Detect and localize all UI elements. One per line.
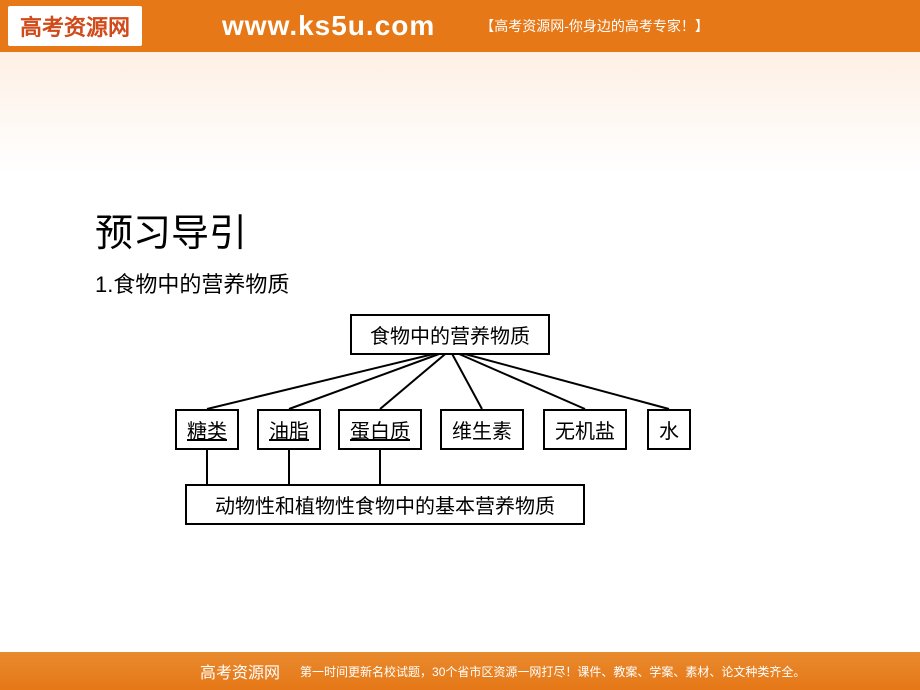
diagram-bottom-box: 动物性和植物性食物中的基本营养物质	[185, 484, 585, 525]
footer-text: 第一时间更新名校试题，30个省市区资源一网打尽！课件、教案、学案、素材、论文种类…	[300, 663, 805, 680]
footer-bar: 高考资源网 第一时间更新名校试题，30个省市区资源一网打尽！课件、教案、学案、素…	[0, 652, 920, 690]
header-url: www.ks5u.com	[222, 10, 435, 42]
content-area: 预习导引 1.食物中的营养物质 食物中的营养物质糖类油脂蛋白质维生素无机盐水动物…	[0, 52, 920, 534]
logo-text: 高考资源网	[20, 10, 130, 42]
diagram-child-box-5: 水	[647, 409, 691, 450]
section-subtitle: 1.食物中的营养物质	[95, 267, 825, 299]
header-bar: 高考资源网 www.ks5u.com 【高考资源网-你身边的高考专家！】	[0, 0, 920, 52]
diagram-child-box-1: 油脂	[257, 409, 321, 450]
diagram-child-box-2: 蛋白质	[338, 409, 422, 450]
header-tagline: 【高考资源网-你身边的高考专家！】	[480, 16, 709, 36]
diagram-child-box-0: 糖类	[175, 409, 239, 450]
diagram-child-box-3: 维生素	[440, 409, 524, 450]
diagram-root-box: 食物中的营养物质	[350, 314, 550, 355]
footer-logo: 高考资源网	[200, 659, 280, 683]
diagram-child-box-4: 无机盐	[543, 409, 627, 450]
section-title: 预习导引	[95, 202, 825, 257]
diagram-container: 食物中的营养物质糖类油脂蛋白质维生素无机盐水动物性和植物性食物中的基本营养物质	[175, 314, 795, 534]
logo-box: 高考资源网	[8, 6, 142, 46]
